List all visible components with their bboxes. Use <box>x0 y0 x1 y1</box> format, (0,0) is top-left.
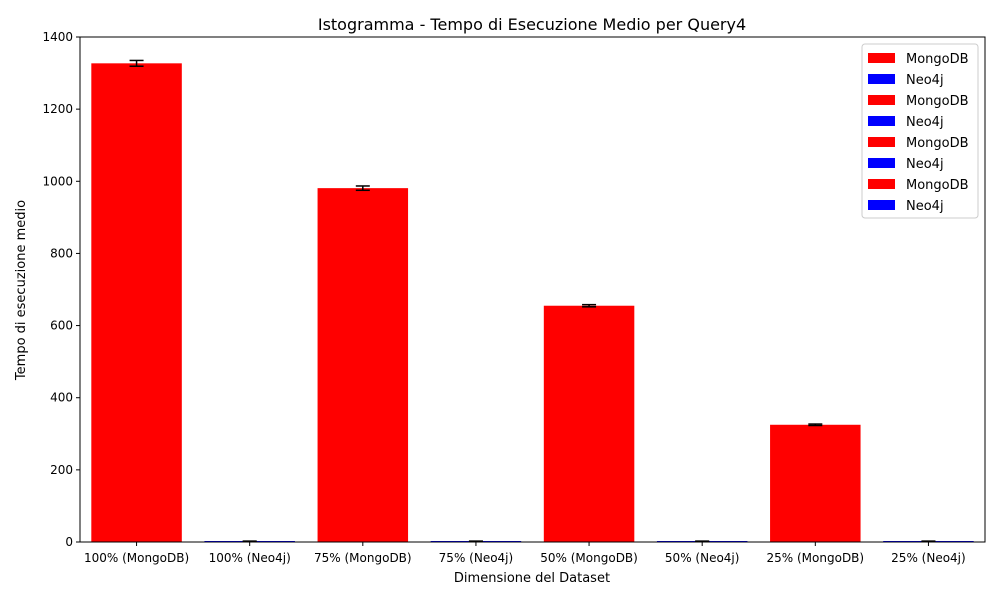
y-tick-label: 1000 <box>42 174 73 188</box>
legend-label: Neo4j <box>906 115 944 130</box>
legend-swatch <box>868 95 895 105</box>
y-tick-label: 0 <box>65 535 73 549</box>
legend-swatch <box>868 53 895 63</box>
y-tick-label: 400 <box>50 391 73 405</box>
legend-label: MongoDB <box>906 52 969 67</box>
legend: MongoDB Neo4j MongoDB Neo4j MongoDB Neo4j Mong… <box>861 43 979 219</box>
y-axis-label: Tempo di esecuzione medio <box>14 200 29 381</box>
error-bars-group <box>129 59 936 543</box>
x-tick-label: 25% (Neo4j) <box>891 551 966 565</box>
y-tick-label: 800 <box>50 246 73 260</box>
legend-label: Neo4j <box>906 157 944 172</box>
x-tick-label: 75% (MongoDB) <box>314 551 412 565</box>
y-tick-label: 1200 <box>42 102 73 116</box>
legend-label: Neo4j <box>906 73 944 88</box>
x-tick-label: 100% (MongoDB) <box>84 551 189 565</box>
legend-swatch <box>868 158 895 168</box>
legend-label: MongoDB <box>906 94 969 109</box>
bars-group <box>91 63 974 542</box>
bar <box>91 63 182 542</box>
legend-label: MongoDB <box>906 136 969 151</box>
legend-label: MongoDB <box>906 178 969 193</box>
x-tick-label: 25% (MongoDB) <box>767 551 865 565</box>
x-tick-label: 75% (Neo4j) <box>439 551 514 565</box>
legend-swatch <box>868 137 895 147</box>
x-axis-label: Dimensione del Dataset <box>454 571 610 586</box>
y-tick-label: 600 <box>50 319 73 333</box>
legend-swatch <box>868 116 895 126</box>
x-tick-label: 50% (MongoDB) <box>540 551 638 565</box>
x-tick-label: 100% (Neo4j) <box>209 551 291 565</box>
legend-swatch <box>868 200 895 210</box>
legend-swatch <box>868 179 895 189</box>
bar <box>317 188 409 542</box>
x-tick-label: 50% (Neo4j) <box>665 551 740 565</box>
chart-title: Istogramma - Tempo di Esecuzione Medio p… <box>318 15 746 34</box>
plot-frame <box>79 36 986 543</box>
bar <box>543 305 635 542</box>
axes-group: 0 200 400 600 800 1000 1200 1400 100% (MongoDB) 1… <box>42 30 986 565</box>
y-tick-label: 1400 <box>42 30 73 44</box>
bar <box>770 424 861 542</box>
y-tick-label: 200 <box>50 463 73 477</box>
legend-swatch <box>868 74 895 84</box>
legend-label: Neo4j <box>906 199 944 214</box>
legend-box <box>861 43 979 219</box>
